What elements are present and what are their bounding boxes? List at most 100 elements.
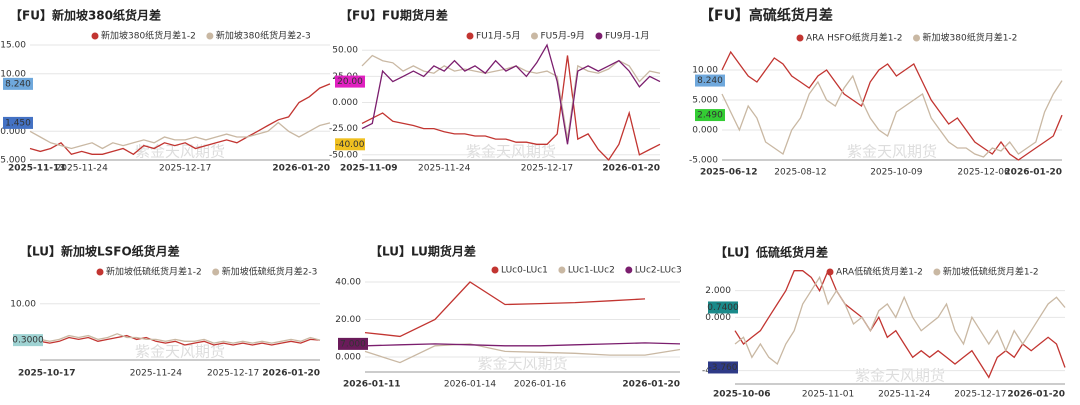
value-tag bbox=[335, 138, 365, 151]
y-tick-label: 0.000 bbox=[332, 98, 358, 108]
chart-panel: 【FU】FU期货月差紫金天风期货-50.00-25.000.00025.0050… bbox=[329, 8, 661, 174]
x-tick-label: 2026-01-20 bbox=[262, 369, 320, 379]
legend-item: LUc1-LUc2 bbox=[558, 266, 615, 276]
legend-swatch bbox=[91, 32, 99, 40]
legend-label: 新加坡380纸货月差1-2 bbox=[101, 30, 196, 42]
legend-item: 新加坡低硫纸货月差2-3 bbox=[212, 266, 317, 278]
legend-label: FU1月-5月 bbox=[476, 31, 520, 42]
x-tick-label: 2025-11-24 bbox=[56, 164, 109, 174]
legend-swatch bbox=[530, 32, 538, 40]
legend-swatch bbox=[206, 32, 214, 40]
value-tag bbox=[695, 74, 725, 87]
legend-item: ARA HSFO纸货月差1-2 bbox=[796, 32, 903, 44]
x-tick-label: 2025-10-06 bbox=[713, 390, 771, 400]
x-tick-label: 2025-12-17 bbox=[954, 390, 1006, 400]
x-tick-label: 2025-11-09 bbox=[340, 164, 398, 174]
x-tick-label: 2025-10-09 bbox=[870, 168, 923, 178]
series-line bbox=[29, 83, 331, 156]
x-tick-label: 2025-11-01 bbox=[802, 390, 854, 400]
legend-item: LUc0-LUc1 bbox=[491, 266, 548, 276]
x-tick-label: 2025-11-13 bbox=[8, 164, 66, 174]
series-line bbox=[721, 74, 1063, 158]
series-line bbox=[364, 281, 646, 338]
legend-label: LUc2-LUc3 bbox=[635, 266, 682, 276]
legend-swatch bbox=[933, 268, 941, 276]
legend-label: 新加坡低硫纸货月差1-2 bbox=[943, 266, 1039, 278]
series-line bbox=[364, 342, 681, 347]
chart-title: 【FU】高硫纸货月差 bbox=[700, 7, 833, 24]
y-tick-label: 40.00 bbox=[335, 278, 361, 288]
series-line bbox=[361, 55, 661, 162]
y-tick-label: 50.00 bbox=[332, 46, 358, 56]
legend-item: FU9月-1月 bbox=[595, 31, 649, 42]
chart-title: 【LU】低硫纸货月差 bbox=[715, 245, 828, 260]
y-tick-label: -5.000 bbox=[689, 156, 718, 166]
legend-item: 新加坡380纸货月差2-3 bbox=[206, 30, 311, 42]
y-tick-label: -50.00 bbox=[329, 150, 358, 160]
value-tag-label: 0.3000 bbox=[12, 336, 44, 346]
legend-label: LUc0-LUc1 bbox=[501, 266, 548, 276]
value-tag bbox=[335, 75, 365, 88]
series-line bbox=[721, 50, 1063, 161]
chart-title: 【LU】LU期货月差 bbox=[370, 244, 476, 259]
y-tick-label: 10.00 bbox=[0, 69, 26, 79]
value-tag bbox=[695, 109, 725, 122]
x-tick-label: 2026-01-14 bbox=[444, 380, 497, 390]
value-tag-label: -40.00 bbox=[335, 140, 364, 150]
series-line bbox=[29, 121, 331, 150]
x-tick-label: 2026-01-16 bbox=[514, 380, 567, 390]
x-tick-label: 2026-01-20 bbox=[1004, 168, 1062, 178]
value-tag bbox=[13, 334, 43, 347]
value-tag-label: 8.240 bbox=[697, 76, 723, 86]
y-tick-label: 10.00 bbox=[692, 66, 718, 76]
x-tick-label: 2025-11-24 bbox=[878, 390, 931, 400]
value-tag-label: 2.490 bbox=[697, 111, 723, 121]
legend-swatch bbox=[558, 266, 566, 274]
x-tick-label: 2026-01-11 bbox=[343, 380, 401, 390]
chart-title: 【FU】FU期货月差 bbox=[340, 8, 448, 23]
value-tag-label: 1.450 bbox=[5, 118, 31, 128]
legend-swatch bbox=[212, 268, 220, 276]
legend-item: 新加坡低硫纸货月差1-2 bbox=[933, 266, 1039, 278]
legend-swatch bbox=[826, 268, 834, 276]
legend-label: ARA低硫纸货月差1-2 bbox=[836, 266, 923, 278]
series-line bbox=[39, 333, 321, 344]
x-tick-label: 2025-12-17 bbox=[521, 164, 573, 174]
value-tag-label: 20.00 bbox=[337, 77, 363, 87]
y-tick-label: 10.00 bbox=[10, 299, 36, 309]
x-tick-label: 2025-10-17 bbox=[18, 369, 76, 379]
legend-swatch bbox=[796, 34, 804, 42]
x-tick-label: 2026-01-20 bbox=[272, 164, 330, 174]
series-line bbox=[361, 54, 661, 140]
y-tick-label: 5.000 bbox=[692, 96, 718, 106]
series-line bbox=[734, 269, 1066, 379]
legend-swatch bbox=[96, 268, 104, 276]
series-line bbox=[734, 275, 1066, 366]
y-tick-label: 0.000 bbox=[692, 126, 718, 136]
x-tick-label: 2025-12-17 bbox=[159, 164, 211, 174]
legend-label: FU9月-1月 bbox=[605, 31, 649, 42]
watermark: 紫金天风期货 bbox=[135, 343, 225, 361]
watermark: 紫金天风期货 bbox=[466, 143, 556, 161]
legend-label: 新加坡低硫纸货月差1-2 bbox=[106, 266, 202, 278]
legend-label: ARA HSFO纸货月差1-2 bbox=[806, 32, 903, 44]
legend-label: 新加坡380纸货月差2-3 bbox=[216, 30, 311, 42]
x-tick-label: 2025-06-12 bbox=[700, 168, 758, 178]
legend-label: 新加坡380纸货月差1-2 bbox=[923, 32, 1018, 44]
y-tick-label: 0.000 bbox=[705, 313, 731, 323]
legend-item: LUc2-LUc3 bbox=[625, 266, 682, 276]
y-tick-label: 2.000 bbox=[705, 286, 731, 296]
y-tick-label: -25.00 bbox=[329, 124, 358, 134]
legend-item: ARA低硫纸货月差1-2 bbox=[826, 266, 923, 278]
legend-swatch bbox=[466, 32, 474, 40]
x-tick-label: 2025-11-24 bbox=[418, 164, 471, 174]
watermark: 紫金天风期货 bbox=[477, 355, 567, 373]
legend-swatch bbox=[913, 34, 921, 42]
y-tick-label: 20.00 bbox=[335, 315, 361, 325]
y-tick-label: -5.000 bbox=[0, 156, 26, 166]
x-tick-label: 2026-01-20 bbox=[602, 164, 660, 174]
